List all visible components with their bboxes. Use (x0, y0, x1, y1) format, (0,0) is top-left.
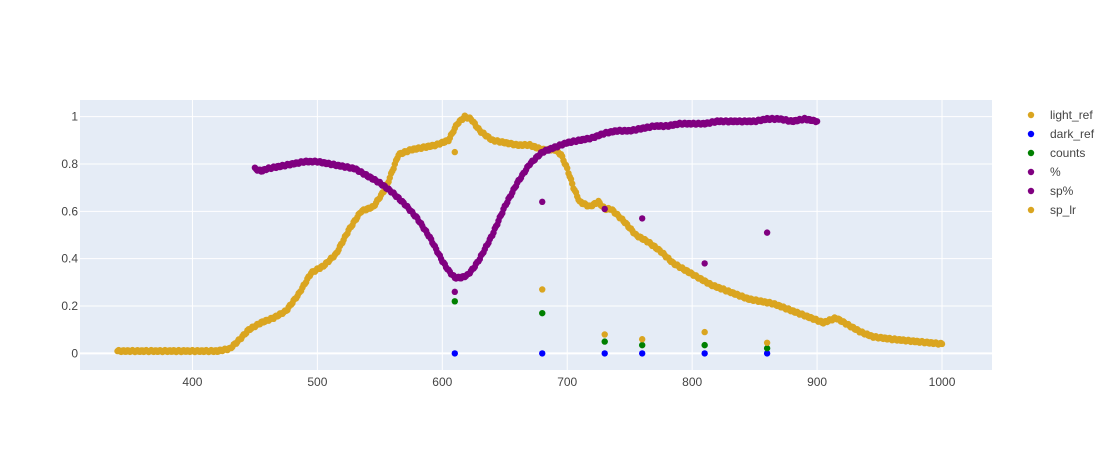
x-tick-label: 600 (432, 375, 452, 389)
x-tick-label: 900 (807, 375, 827, 389)
data-point (813, 118, 821, 125)
data-point (451, 298, 458, 305)
data-point (638, 336, 646, 343)
data-point (564, 164, 571, 172)
x-tick-label: 1000 (929, 375, 956, 389)
y-tick-label: 1 (71, 110, 78, 124)
series-0 (114, 112, 946, 356)
data-point (601, 338, 608, 345)
legend-marker (1027, 149, 1035, 157)
legend-item[interactable]: counts (1027, 146, 1086, 160)
data-point (763, 345, 771, 352)
x-tick-label: 700 (557, 375, 577, 389)
y-tick-label: 0.6 (61, 204, 78, 218)
legend-label: % (1050, 165, 1061, 179)
legend-label: sp_lr (1050, 203, 1076, 217)
data-point (701, 260, 708, 267)
data-point (638, 341, 646, 349)
legend-item[interactable]: light_ref (1027, 108, 1094, 122)
legend-item[interactable]: sp% (1027, 184, 1074, 198)
data-point (451, 350, 458, 357)
data-point (638, 215, 646, 222)
legend-marker (1027, 187, 1035, 195)
x-tick-label: 500 (307, 375, 327, 389)
y-tick-label: 0.2 (61, 299, 78, 313)
legend-label: dark_ref (1050, 127, 1095, 141)
data-point (601, 205, 608, 213)
data-point (539, 350, 546, 357)
data-point (451, 148, 458, 156)
legend-marker (1027, 130, 1035, 138)
legend-item[interactable]: % (1027, 165, 1061, 179)
data-point (701, 350, 708, 357)
x-tick-label: 800 (682, 375, 702, 389)
legend-label: counts (1050, 146, 1085, 160)
series-5 (451, 148, 771, 346)
legend-marker (1027, 206, 1035, 214)
data-point (638, 350, 646, 357)
y-axis-tick-labels: 0 0.2 0.4 0.6 0.8 1 (61, 110, 78, 361)
data-point (601, 350, 608, 357)
y-tick-label: 0.8 (61, 157, 78, 171)
data-point (601, 331, 608, 338)
data-series (114, 112, 946, 357)
data-point (763, 229, 771, 236)
data-point (539, 198, 546, 206)
data-point (938, 340, 946, 348)
data-point (701, 328, 708, 336)
data-point (539, 286, 546, 293)
series-3 (251, 114, 821, 282)
legend-item[interactable]: sp_lr (1027, 203, 1076, 217)
data-point (569, 180, 576, 187)
data-point (763, 339, 771, 346)
legend-marker (1027, 168, 1035, 176)
data-point (539, 309, 546, 317)
x-axis-tick-labels: 400 500 600 700 800 900 1000 (182, 375, 955, 389)
legend-label: light_ref (1050, 108, 1093, 122)
y-tick-label: 0 (71, 346, 78, 360)
series-1 (451, 350, 771, 357)
y-tick-label: 0.4 (61, 252, 78, 266)
legend-item[interactable]: dark_ref (1027, 127, 1095, 141)
series-2 (451, 298, 771, 352)
x-tick-label: 400 (182, 375, 202, 389)
legend-marker (1027, 111, 1035, 119)
data-point (451, 288, 458, 296)
legend-label: sp% (1050, 184, 1074, 198)
data-point (763, 350, 771, 357)
series-4 (451, 198, 771, 296)
data-point (701, 341, 708, 349)
